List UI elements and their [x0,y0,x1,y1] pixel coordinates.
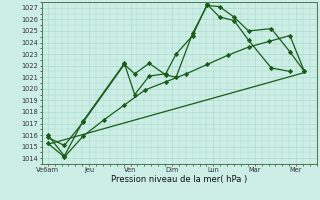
X-axis label: Pression niveau de la mer( hPa ): Pression niveau de la mer( hPa ) [111,175,247,184]
